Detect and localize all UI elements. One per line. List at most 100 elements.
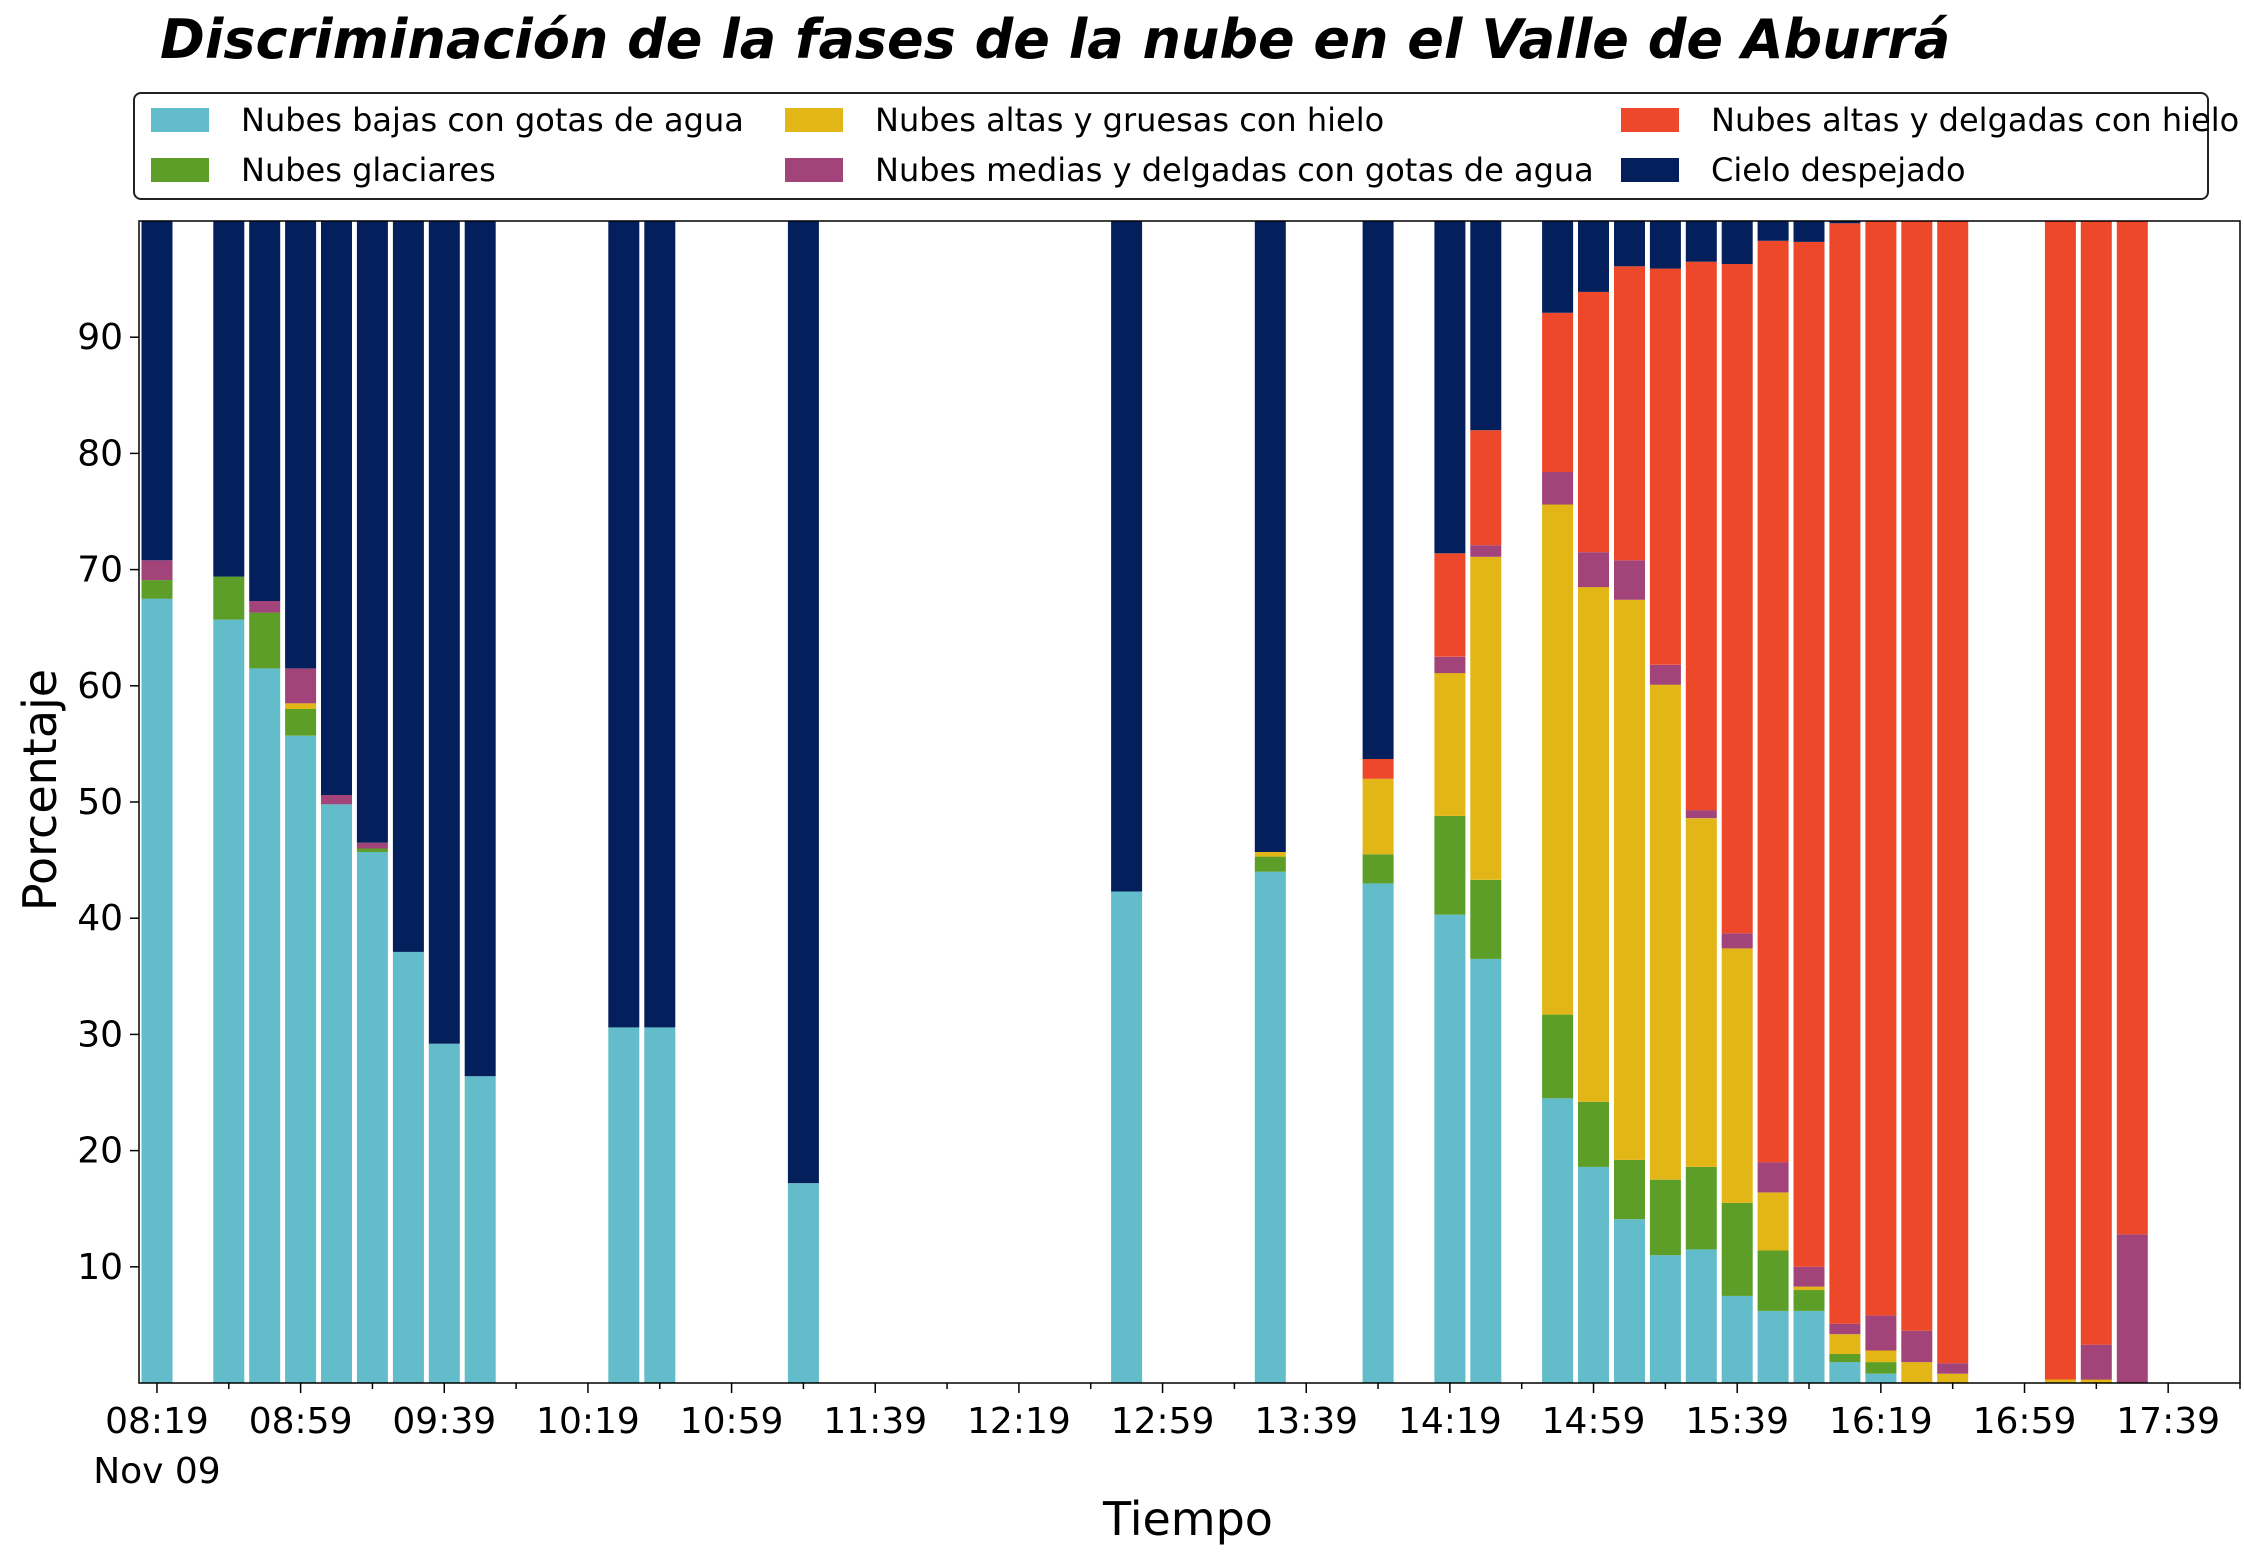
bar-segment-1609-s4 [1829,223,1861,1324]
x-tick-label-0819: 08:19 [105,1401,209,1442]
bar-segment-1419-s4 [1434,553,1466,657]
bar-segment-1559-s1 [1793,1290,1825,1311]
legend-swatch-nubes-glaciares [151,158,209,182]
legend-item-nubes-medias: Nubes medias y delgadas con gotas de agu… [785,150,1594,190]
bar-segment-1529-s5 [1685,221,1717,262]
bar-segment-0949-s5 [464,221,496,1077]
legend-label-cielo-despejado: Cielo despejado [1711,151,1966,189]
x-tick-label-1619: 16:19 [1829,1401,1933,1442]
bar-segment-1609-s2 [1829,1334,1861,1354]
bar-segment-1429-s0 [1470,958,1502,1383]
legend-item-nubes-glaciares: Nubes glaciares [151,150,496,190]
bar-segment-1539-s1 [1721,1202,1753,1296]
bar-segment-1449-s0 [1542,1098,1574,1383]
bar-segment-1729-s3 [2116,1234,2148,1383]
bar-segment-1249-s5 [1111,221,1143,892]
bar-segment-0859-s2 [285,703,317,709]
bar-segment-0939-s5 [428,221,460,1044]
bar-segment-1429-s4 [1470,430,1502,546]
legend-label-nubes-altas-gruesas: Nubes altas y gruesas con hielo [875,101,1385,139]
bar-segment-0909-s5 [321,221,352,795]
bar-segment-1449-s3 [1542,472,1574,505]
bar-segment-0849-s0 [249,668,281,1383]
bar-segment-1329-s0 [1254,871,1286,1383]
bar-segment-1359-s2 [1362,778,1394,855]
bar-segment-1249-s0 [1111,891,1143,1383]
bar-segment-1619-s2 [1865,1350,1897,1363]
bar-segment-1539-s5 [1721,221,1753,264]
bar-segment-1529-s1 [1685,1166,1717,1250]
legend-label-nubes-medias: Nubes medias y delgadas con gotas de agu… [875,151,1594,189]
x-tick-label-1539: 15:39 [1685,1401,1789,1442]
bar-segment-0819-s5 [141,221,173,561]
legend-label-nubes-altas-delgadas: Nubes altas y delgadas con hielo [1711,101,2240,139]
bar-segment-1559-s3 [1793,1266,1825,1287]
bar-segment-1359-s4 [1362,759,1394,779]
bar-segment-1719-s4 [2080,221,2112,1345]
bar-segment-1639-s4 [1937,221,1969,1364]
bar-segment-1519-s2 [1649,684,1681,1180]
x-date-label: Nov 09 [93,1451,221,1492]
bar-segment-1039-s0 [644,1027,676,1383]
bar-segment-1549-s0 [1757,1311,1789,1383]
x-tick-label-1059: 10:59 [680,1401,784,1442]
x-tick-label-1339: 13:39 [1254,1401,1358,1442]
bar-segment-1609-s3 [1829,1323,1861,1335]
bar-segment-0859-s0 [285,735,317,1383]
bar-segment-0819-s3 [141,560,173,581]
bar-segment-1719-s3 [2080,1344,2112,1380]
bar-segment-1459-s4 [1578,291,1609,553]
bar-segment-1529-s4 [1685,261,1717,811]
bar-segment-1329-s5 [1254,221,1286,852]
bar-segment-1559-s5 [1793,221,1825,242]
bar-segment-1519-s1 [1649,1179,1681,1256]
bar-segment-1719-s2 [2080,1379,2112,1383]
x-tick-label-1259: 12:59 [1111,1401,1215,1442]
bar-segment-1629-s4 [1901,221,1933,1331]
bar-segment-1539-s3 [1721,933,1753,949]
y-tick-label-40: 40 [77,898,123,939]
bar-segment-0849-s5 [249,221,281,601]
bar-segment-1419-s2 [1434,673,1466,816]
x-tick-label-1219: 12:19 [967,1401,1071,1442]
x-axis-title: Tiempo [1102,1492,1273,1546]
legend: Nubes bajas con gotas de agua Nubes glac… [133,92,2239,200]
legend-swatch-nubes-medias [785,158,843,182]
legend-label-nubes-glaciares: Nubes glaciares [241,151,496,189]
bar-segment-1559-s0 [1793,1311,1825,1383]
bar-segment-1619-s3 [1865,1315,1897,1351]
bar-segment-1459-s1 [1578,1101,1609,1167]
bar-segment-1419-s3 [1434,656,1466,674]
bar-segment-1429-s2 [1470,556,1502,880]
bar-segment-1509-s1 [1614,1159,1645,1220]
bar-segment-1509-s2 [1614,599,1645,1160]
legend-item-nubes-altas-delgadas: Nubes altas y delgadas con hielo [1621,100,2239,140]
bar-segment-1459-s2 [1578,587,1609,1102]
y-tick-label-10: 10 [77,1247,123,1288]
bar-segment-1449-s4 [1542,312,1574,472]
bar-segment-0919-s5 [356,221,388,843]
bar-segment-0919-s3 [356,842,388,849]
bar-segment-1539-s2 [1721,948,1753,1203]
bar-segment-1519-s5 [1649,221,1681,269]
legend-swatch-nubes-altas-gruesas [785,108,843,132]
bar-segment-1509-s4 [1614,266,1645,561]
bar-segment-0839-s1 [213,576,245,620]
bar-segment-1449-s5 [1542,221,1574,313]
legend-swatch-cielo-despejado [1621,158,1679,182]
y-axis-title: Porcentaje [13,669,67,911]
y-tick-label-50: 50 [77,782,123,823]
bar-segment-0849-s1 [249,612,281,669]
bar-segment-1529-s2 [1685,818,1717,1167]
bar-segment-0859-s5 [285,221,317,669]
bar-segment-1449-s2 [1542,504,1574,1015]
x-tick-label-0859: 08:59 [249,1401,353,1442]
bar-segment-1539-s4 [1721,264,1753,934]
bar-segment-1729-s4 [2116,221,2148,1235]
bar-segment-1549-s5 [1757,221,1789,241]
bar-segment-0929-s5 [392,221,424,952]
bar-segment-0839-s0 [213,619,245,1383]
legend-item-cielo-despejado: Cielo despejado [1621,150,1966,190]
bar-segment-1549-s3 [1757,1162,1789,1193]
